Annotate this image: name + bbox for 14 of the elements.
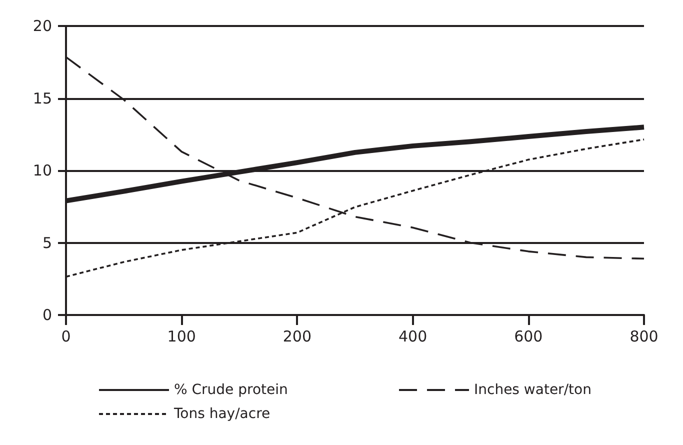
legend-label: Tons hay/acre (173, 406, 270, 422)
x-tick-label: 800 (630, 328, 658, 346)
y-tick-label: 5 (42, 234, 52, 252)
y-tick-label: 0 (42, 306, 52, 324)
x-tick-label: 0 (61, 328, 71, 346)
legend-label: Inches water/ton (474, 382, 592, 398)
y-tick-label: 10 (32, 162, 52, 180)
x-tick-label: 100 (167, 328, 196, 346)
x-tick-label: 400 (398, 328, 428, 346)
x-tick-label: 600 (514, 328, 543, 346)
legend-label: % Crude protein (174, 382, 288, 398)
y-tick-label: 15 (32, 89, 52, 108)
y-tick-label: 20 (32, 17, 52, 35)
x-tick-label: 200 (282, 328, 312, 346)
